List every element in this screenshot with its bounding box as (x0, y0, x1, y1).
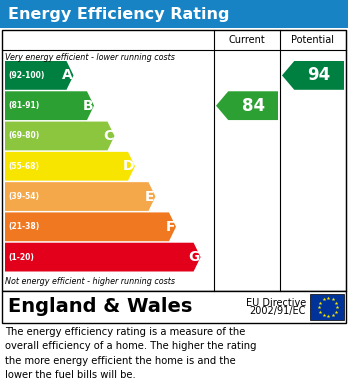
Text: (92-100): (92-100) (8, 71, 45, 80)
Bar (310, 294, 344, 320)
Text: EU Directive: EU Directive (246, 298, 306, 308)
Text: D: D (122, 159, 134, 173)
Text: B: B (82, 99, 93, 113)
Text: 94: 94 (308, 66, 331, 84)
Text: (69-80): (69-80) (8, 131, 39, 140)
Text: England & Wales: England & Wales (8, 298, 192, 316)
Polygon shape (5, 212, 176, 241)
Text: Potential: Potential (292, 35, 334, 45)
Text: Very energy efficient - lower running costs: Very energy efficient - lower running co… (5, 54, 175, 63)
Text: E: E (145, 190, 155, 204)
Polygon shape (5, 152, 135, 181)
Polygon shape (5, 122, 114, 151)
Text: (39-54): (39-54) (8, 192, 39, 201)
Text: (55-68): (55-68) (8, 162, 39, 171)
Text: 84: 84 (242, 97, 265, 115)
Bar (2, 291, 346, 323)
Polygon shape (5, 243, 200, 271)
Polygon shape (282, 61, 344, 90)
Text: G: G (188, 250, 200, 264)
Text: F: F (166, 220, 175, 234)
Text: C: C (103, 129, 113, 143)
Text: (81-91): (81-91) (8, 101, 39, 110)
Polygon shape (5, 182, 156, 211)
Polygon shape (216, 91, 278, 120)
Text: The energy efficiency rating is a measure of the
overall efficiency of a home. T: The energy efficiency rating is a measur… (5, 327, 256, 380)
Text: Energy Efficiency Rating: Energy Efficiency Rating (8, 7, 229, 22)
Text: (21-38): (21-38) (8, 222, 39, 231)
Polygon shape (5, 61, 73, 90)
Bar (2, 30, 346, 291)
Polygon shape (5, 91, 94, 120)
Text: A: A (62, 68, 72, 83)
Text: (1-20): (1-20) (8, 253, 34, 262)
Text: 2002/91/EC: 2002/91/EC (250, 306, 306, 316)
Bar (0, 0, 348, 28)
Text: Not energy efficient - higher running costs: Not energy efficient - higher running co… (5, 278, 175, 287)
Text: Current: Current (229, 35, 266, 45)
